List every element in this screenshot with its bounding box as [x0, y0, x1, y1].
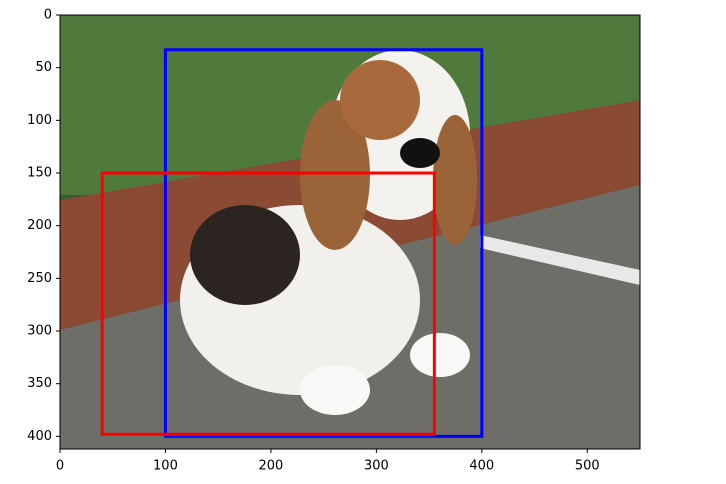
bounding-box	[100, 171, 436, 436]
y-tick-label: 150	[27, 166, 52, 181]
y-tick-label: 50	[35, 60, 52, 75]
x-tick-label: 500	[575, 459, 600, 474]
y-tick-label: 100	[27, 113, 52, 128]
x-tick-label: 0	[56, 459, 64, 474]
x-tick-label: 400	[469, 459, 494, 474]
x-tick-label: 200	[258, 459, 283, 474]
y-tick-label: 350	[27, 376, 52, 391]
y-tick-label: 0	[44, 8, 52, 23]
x-tick-label: 100	[153, 459, 178, 474]
x-tick-label: 300	[364, 459, 389, 474]
y-tick-label: 400	[27, 429, 52, 444]
y-tick-label: 300	[27, 324, 52, 339]
axes-frame	[59, 14, 641, 450]
y-tick-label: 250	[27, 271, 52, 286]
photo	[60, 15, 640, 449]
y-tick-label: 200	[27, 218, 52, 233]
bounding-box	[163, 48, 484, 438]
